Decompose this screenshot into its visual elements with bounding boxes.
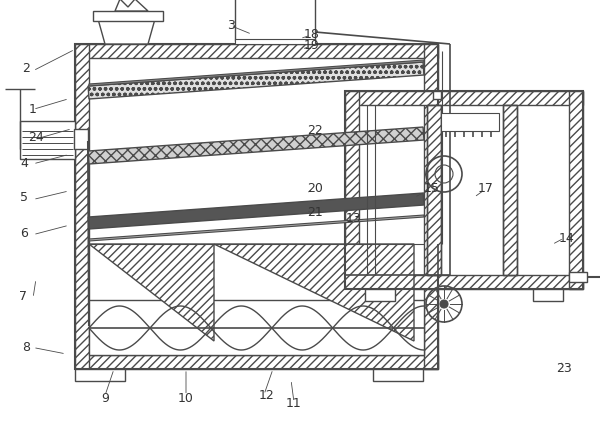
Text: 6: 6: [20, 227, 28, 240]
Bar: [20, 121, 75, 159]
Circle shape: [440, 300, 448, 308]
Bar: [569, 272, 587, 282]
Text: 19: 19: [304, 39, 320, 51]
Bar: [427, 105, 441, 275]
Bar: [503, 105, 517, 275]
Bar: [93, 11, 163, 21]
Polygon shape: [214, 244, 414, 341]
Text: 20: 20: [307, 182, 323, 195]
Bar: [533, 289, 563, 301]
Text: 4: 4: [20, 157, 28, 169]
Text: 18: 18: [304, 28, 320, 41]
Text: 8: 8: [22, 341, 30, 354]
Text: 21: 21: [307, 206, 323, 219]
Bar: [235, 39, 315, 44]
Bar: [75, 355, 438, 369]
Text: 13: 13: [346, 212, 362, 225]
Polygon shape: [98, 19, 155, 44]
Text: 12: 12: [259, 389, 275, 402]
Text: 9: 9: [101, 393, 109, 405]
Text: 17: 17: [478, 182, 494, 195]
Bar: [75, 44, 89, 369]
Polygon shape: [88, 127, 424, 164]
Bar: [74, 129, 88, 149]
Bar: [365, 289, 395, 301]
Polygon shape: [89, 60, 424, 86]
Text: 7: 7: [19, 290, 27, 302]
Polygon shape: [115, 0, 148, 11]
Bar: [503, 105, 517, 275]
Polygon shape: [89, 244, 214, 341]
Bar: [345, 91, 583, 289]
Text: 5: 5: [20, 191, 28, 204]
Text: 10: 10: [178, 393, 194, 405]
Bar: [235, 0, 315, 41]
Text: 1: 1: [29, 103, 37, 116]
Bar: [433, 91, 441, 99]
Text: 24: 24: [28, 131, 44, 144]
Bar: [75, 369, 125, 381]
Bar: [373, 369, 423, 381]
Bar: [569, 91, 583, 289]
Text: 15: 15: [424, 182, 440, 195]
Bar: [75, 44, 438, 58]
Text: 2: 2: [22, 62, 30, 75]
Text: 14: 14: [559, 232, 575, 245]
Text: 11: 11: [286, 397, 302, 410]
Bar: [75, 44, 438, 369]
Text: 22: 22: [307, 124, 323, 137]
Bar: [427, 105, 441, 275]
Bar: [424, 44, 438, 369]
Polygon shape: [88, 193, 424, 229]
Text: 3: 3: [227, 19, 235, 32]
Bar: [345, 275, 583, 289]
Bar: [89, 300, 424, 355]
Polygon shape: [88, 62, 424, 99]
Bar: [345, 91, 583, 105]
Bar: [441, 113, 499, 131]
Polygon shape: [89, 215, 424, 241]
Bar: [345, 91, 359, 289]
Text: 23: 23: [556, 362, 572, 375]
